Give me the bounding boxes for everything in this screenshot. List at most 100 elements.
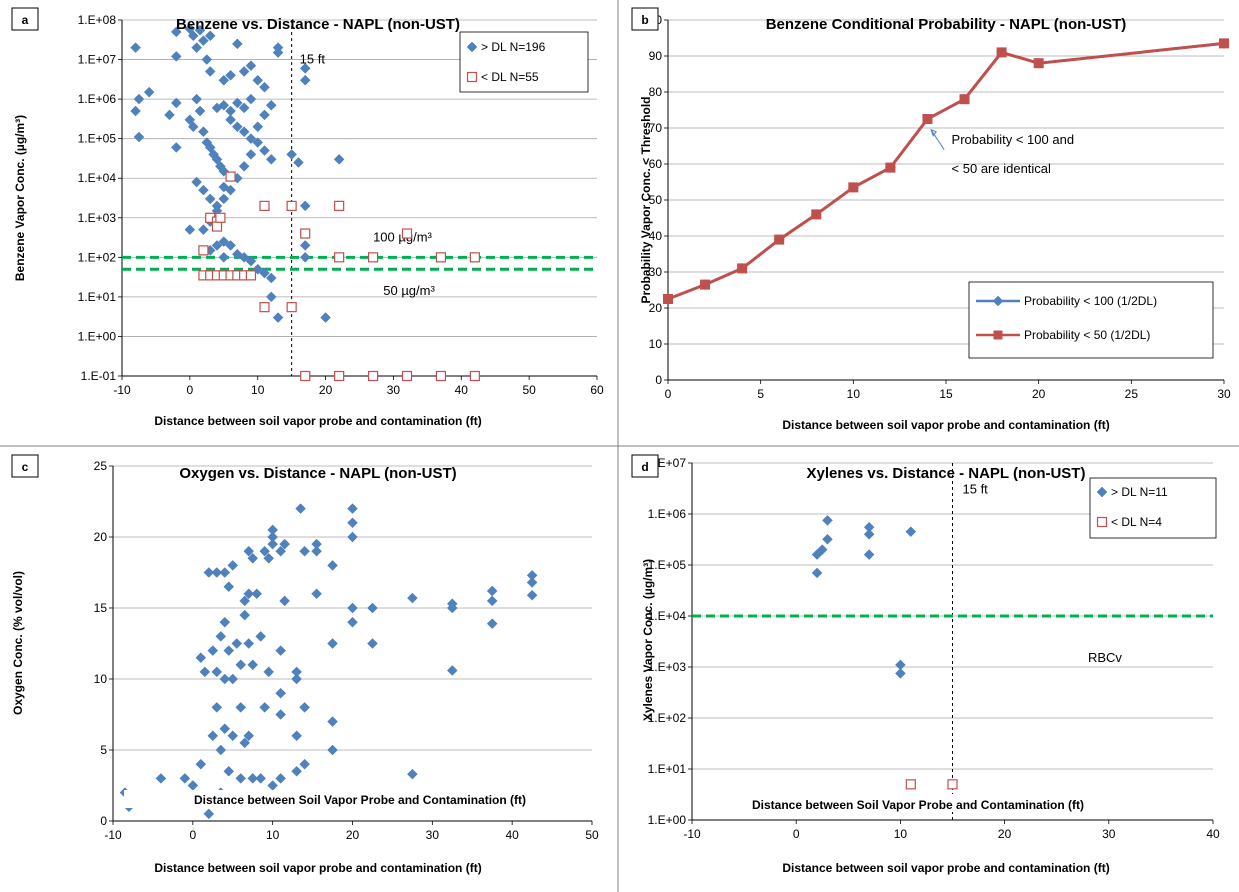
data-point [235, 773, 247, 784]
data-point [275, 773, 287, 784]
data-point-detect [133, 93, 145, 105]
x-axis-label: Distance between soil vapor probe and co… [782, 861, 1109, 875]
data-point [526, 577, 538, 588]
data-point-detect [218, 181, 230, 193]
data-point-nondetect [367, 370, 379, 382]
data-point [219, 673, 231, 685]
data-point-detect [238, 251, 250, 263]
data-point [195, 652, 207, 664]
data-point-detect [863, 528, 875, 540]
data-point-nondetect [469, 370, 480, 382]
y-axis-label: Probability Vapor Conc. < Threshold [639, 96, 653, 303]
data-point-nondetect [905, 779, 916, 790]
annotation-line2: < 50 are identical [952, 161, 1051, 176]
x-tick-label: 15 [939, 387, 953, 401]
data-point [299, 758, 310, 770]
data-point-detect [259, 267, 270, 279]
data-point-detect [218, 193, 230, 205]
data-point-detect [170, 142, 182, 153]
data-point [227, 673, 239, 685]
data-point-detect [822, 533, 833, 545]
legend-box [1089, 477, 1217, 539]
y-tick-label: 1.E+02 [648, 711, 687, 725]
data-point-detect [211, 240, 223, 251]
y-tick-label: 1.E+01 [648, 762, 687, 776]
data-point [223, 645, 235, 656]
x-tick-label: 20 [346, 828, 360, 842]
legend-marker-nondetect [466, 71, 478, 83]
data-point [247, 552, 259, 564]
chart-title: Benzene vs. Distance - NAPL (non-UST) [176, 16, 460, 33]
data-point-nondetect [334, 200, 345, 211]
data-point [219, 616, 231, 628]
x-tick-label: -10 [683, 827, 701, 841]
data-point-detect [265, 99, 277, 111]
y-tick-label: 1.E+03 [78, 211, 117, 225]
data-point-detect [225, 184, 236, 196]
x-tick-label: 0 [187, 383, 194, 397]
panel-letter: d [641, 460, 648, 474]
data-point [223, 581, 235, 593]
annotation-line1: Probability < 100 and [952, 132, 1075, 147]
data-point-detect [198, 224, 209, 236]
data-point [207, 645, 219, 656]
data-point-detect [299, 74, 311, 86]
data-point-detect [218, 236, 230, 247]
data-point-nondetect [401, 370, 413, 382]
data-point [959, 94, 970, 105]
data-point-detect [252, 137, 264, 148]
series-line [667, 41, 1225, 301]
data-point [203, 808, 215, 820]
data-point [347, 517, 358, 529]
x-tick-label: 0 [189, 828, 196, 842]
data-point-detect [198, 184, 209, 196]
y-tick-label: 5 [100, 743, 107, 757]
data-point-nondetect [215, 212, 226, 223]
x-tick-label: 5 [757, 387, 764, 401]
data-point [235, 659, 247, 671]
data-point [299, 702, 310, 713]
data-point-detect [218, 74, 230, 86]
annotation-50: 50 µg/m³ [383, 283, 435, 298]
y-tick-label: 90 [649, 49, 663, 63]
data-point-detect [225, 114, 236, 126]
panel-letter-box [11, 454, 39, 478]
data-point-detect [211, 102, 223, 114]
y-tick-label: 1.E+00 [78, 329, 117, 343]
panel-letter: a [22, 13, 29, 27]
legend-label-detect: > DL N=11 [1111, 485, 1168, 499]
x-tick-label: -10 [113, 383, 131, 397]
data-point-detect [299, 200, 311, 212]
data-point-detect [130, 42, 141, 54]
data-point-detect [191, 42, 202, 54]
data-point-nondetect [401, 228, 413, 239]
data-point [996, 47, 1007, 58]
data-point [255, 773, 267, 784]
data-point-nondetect [225, 171, 236, 182]
data-point-detect [204, 142, 216, 153]
chart-title: Oxygen vs. Distance - NAPL (non-UST) [179, 465, 456, 482]
data-point [243, 588, 255, 600]
data-point [407, 592, 418, 604]
data-point-detect [204, 30, 216, 42]
data-point-detect [133, 131, 145, 143]
data-point-detect [187, 30, 199, 42]
legend-label: Probability < 100 (1/2DL) [1024, 294, 1157, 308]
data-point [347, 616, 358, 628]
data-point [291, 666, 302, 678]
data-point [211, 567, 223, 578]
x-tick-label: 40 [455, 383, 469, 397]
data-point-nondetect [469, 252, 480, 263]
data-point [295, 503, 306, 514]
y-tick-label: 1.E+05 [648, 558, 687, 572]
data-point [243, 545, 255, 557]
x-tick-label: 60 [590, 383, 604, 397]
data-point-nondetect [435, 252, 447, 263]
data-point-detect [225, 69, 236, 81]
data-point-detect [201, 54, 213, 65]
data-point-detect [822, 515, 833, 526]
data-point [207, 730, 219, 742]
y-tick-label: 40 [649, 229, 663, 243]
data-point-nondetect [286, 302, 297, 313]
